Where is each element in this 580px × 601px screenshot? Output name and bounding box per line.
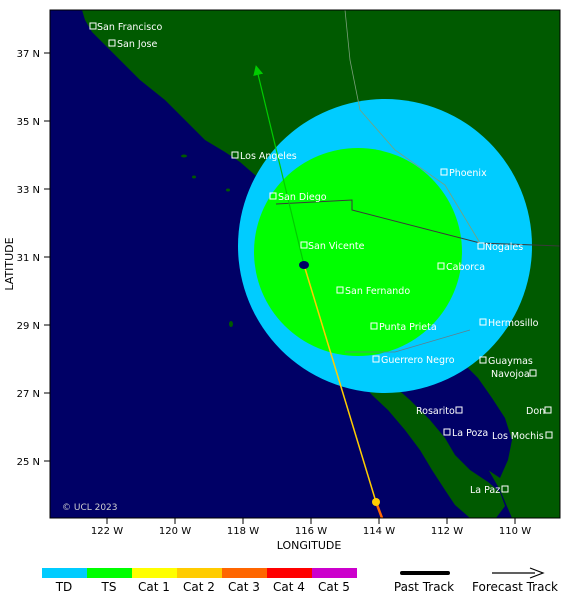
y-axis-title: LATITUDE — [3, 237, 16, 290]
city-marker — [440, 168, 448, 176]
city-marker — [437, 262, 445, 270]
city-marker — [89, 22, 97, 30]
legend-swatch-ts — [87, 568, 132, 578]
city-marker — [231, 151, 239, 159]
city-marker — [477, 242, 485, 250]
city-label: Guerrero Negro — [381, 355, 455, 366]
city-label: Guaymas — [488, 356, 533, 367]
legend-swatch-td — [42, 568, 87, 578]
city-label: Hermosillo — [488, 318, 539, 329]
x-tick-label: 120 W — [159, 526, 191, 537]
city-label: Navojoa — [491, 369, 530, 380]
city-label: La Poza — [452, 428, 488, 439]
city-marker — [443, 428, 451, 436]
legend-label-cat3: Cat 3 — [228, 580, 260, 594]
x-tick-label: 110 W — [499, 526, 531, 537]
legend-label-ts: TS — [101, 580, 117, 594]
x-tick-label: 114 W — [363, 526, 395, 537]
ts-wind-field — [254, 148, 462, 356]
legend-swatch-cat5 — [312, 568, 357, 578]
island — [229, 321, 233, 327]
legend-label-cat4: Cat 4 — [273, 580, 305, 594]
city-label: Rosarito — [416, 406, 455, 417]
city-label: Punta Prieta — [379, 322, 437, 333]
forecast-track-line — [253, 65, 305, 266]
x-tick-label: 122 W — [91, 526, 123, 537]
x-tick-label: 118 W — [227, 526, 259, 537]
city-marker — [370, 322, 378, 330]
legend-swatch-cat4 — [267, 568, 312, 578]
city-label: Nogales — [485, 242, 523, 253]
city-marker — [372, 355, 380, 363]
city-label: Los Angeles — [240, 151, 297, 162]
city-marker — [479, 356, 487, 364]
y-tick-label: 25 N — [17, 457, 40, 468]
city-label: San Vicente — [308, 241, 365, 252]
legend-label-cat5: Cat 5 — [318, 580, 350, 594]
y-axis: 37 N 35 N 33 N 31 N 29 N 27 N 25 N — [17, 49, 50, 468]
city-marker — [300, 241, 308, 249]
y-tick-label: 31 N — [17, 253, 40, 264]
storm-center-marker — [299, 261, 309, 269]
y-tick-label: 29 N — [17, 321, 40, 332]
city-label: Caborca — [446, 262, 485, 273]
legend-swatch-cat2 — [177, 568, 222, 578]
us-mexico-border — [275, 199, 560, 247]
legend-label-cat1: Cat 1 — [138, 580, 170, 594]
island — [192, 175, 196, 179]
y-tick-label: 35 N — [17, 117, 40, 128]
city-label: Don — [526, 406, 545, 417]
legend-label-td: TD — [55, 580, 73, 594]
legend-swatch-cat1 — [132, 568, 177, 578]
city-marker — [529, 369, 537, 377]
city-marker — [501, 485, 509, 493]
y-tick-label: 37 N — [17, 49, 40, 60]
legend-swatch-cat3 — [222, 568, 267, 578]
x-tick-label: 112 W — [431, 526, 463, 537]
island — [226, 188, 230, 192]
city-label: San Francisco — [97, 22, 162, 33]
city-marker — [108, 39, 116, 47]
x-axis-title: LONGITUDE — [277, 539, 342, 552]
baja-state-border — [345, 329, 471, 353]
city-marker — [269, 192, 277, 200]
city-marker — [544, 406, 552, 414]
past-track-point — [372, 498, 380, 506]
city-label: San Jose — [117, 39, 157, 50]
city-marker — [455, 406, 463, 414]
island — [181, 154, 187, 158]
past-track-legend-label: Past Track — [394, 580, 454, 594]
city-label: Los Mochis — [492, 431, 544, 442]
city-marker — [545, 431, 553, 439]
intensity-legend: TD TS Cat 1 Cat 2 Cat 3 Cat 4 Cat 5 — [42, 568, 357, 594]
city-label: San Diego — [278, 192, 327, 203]
map-plot-area: © UCL 2023 San Francisco San Jose Los An… — [50, 10, 560, 518]
forecast-track-legend-label: Forecast Track — [472, 580, 558, 594]
city-marker — [479, 318, 487, 326]
past-track-line — [303, 264, 377, 503]
city-label: La Paz — [470, 485, 500, 496]
city-marker — [336, 286, 344, 294]
x-tick-label: 116 W — [295, 526, 327, 537]
y-tick-label: 27 N — [17, 389, 40, 400]
y-tick-label: 33 N — [17, 185, 40, 196]
copyright-text: © UCL 2023 — [62, 503, 118, 513]
map-frame — [49, 9, 561, 519]
state-border — [344, 10, 481, 244]
forecast-arrow-icon — [529, 567, 545, 579]
legend-label-cat2: Cat 2 — [183, 580, 215, 594]
city-layer: San Francisco San Jose Los Angeles San D… — [89, 22, 553, 496]
x-axis: 122 W 120 W 118 W 116 W 114 W 112 W 110 … — [91, 518, 531, 537]
track-legend: Past Track Forecast Track — [394, 567, 558, 594]
city-label: San Fernando — [345, 286, 410, 297]
city-label: Phoenix — [449, 168, 487, 179]
